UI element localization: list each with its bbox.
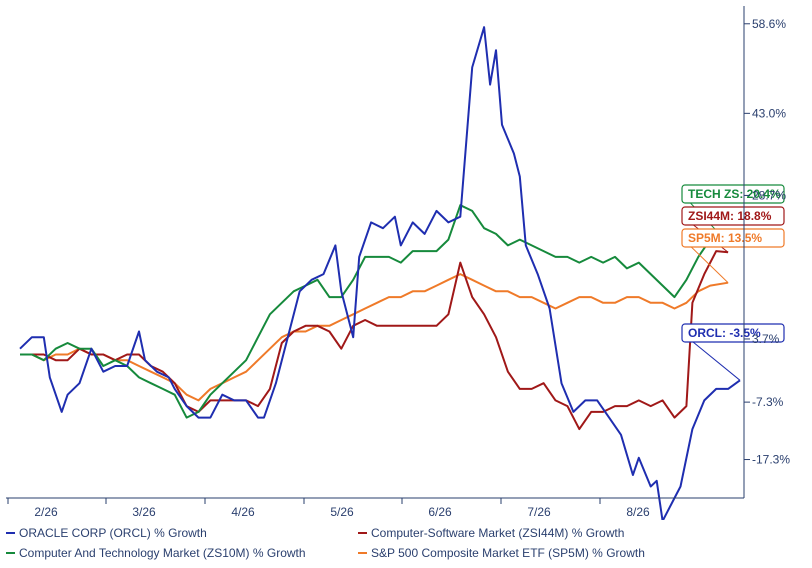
legend-label-sp5m: S&P 500 Composite Market ETF (SP5M) % Gr… xyxy=(371,546,645,560)
end-label-zs10m: TECH ZS: 20.4% xyxy=(688,187,781,201)
x-tick-label: 6/26 xyxy=(428,505,452,519)
legend-label-orcl: ORACLE CORP (ORCL) % Growth xyxy=(19,526,207,540)
x-tick-label: 5/26 xyxy=(330,505,354,519)
legend-label-zs10m: Computer And Technology Market (ZS10M) %… xyxy=(19,546,306,560)
y-tick-label: 28.7% xyxy=(752,188,786,202)
x-tick-label: 4/26 xyxy=(231,505,255,519)
end-label-box-orcl xyxy=(681,323,785,343)
x-tick-label: 7/26 xyxy=(527,505,551,519)
end-label-sp5m: SP5M: 13.5% xyxy=(688,231,762,245)
legend-swatch-sp5m xyxy=(358,552,367,554)
x-tick-label: 3/26 xyxy=(132,505,156,519)
x-tick-label: 8/26 xyxy=(626,505,650,519)
y-tick-label: 3.7% xyxy=(752,332,780,346)
end-label-orcl: ORCL: -3.5% xyxy=(688,326,761,340)
legend-item-zs10m: Computer And Technology Market (ZS10M) %… xyxy=(6,546,306,560)
series-layer xyxy=(19,26,741,520)
legend-swatch-zsi44m xyxy=(358,532,367,534)
x-axis-ticks: 2/26 3/26 4/26 5/26 6/26 7/26 8/26 xyxy=(7,498,650,519)
end-labels: TECH ZS: 20.4% ZSI44M: 18.8% SP5M: 13.5% OR… xyxy=(681,184,785,381)
y-tick-label: 58.6% xyxy=(752,17,786,31)
y-tick-label: 43.0% xyxy=(752,106,786,120)
y-tick-label: -7.3% xyxy=(752,395,784,409)
end-label-zsi44m: ZSI44M: 18.8% xyxy=(688,209,772,223)
series-line-zs10m xyxy=(20,204,729,419)
legend: ORACLE CORP (ORCL) % Growth Computer-Sof… xyxy=(0,522,812,568)
end-label-box-sp5m xyxy=(681,228,785,248)
legend-item-zsi44m: Computer-Software Market (ZSI44M) % Grow… xyxy=(358,526,624,540)
end-label-box-zsi44m xyxy=(681,206,785,226)
series-line-sp5m xyxy=(20,273,729,402)
legend-label-zsi44m: Computer-Software Market (ZSI44M) % Grow… xyxy=(371,526,625,540)
end-label-box-zs10m xyxy=(681,184,785,204)
legend-item-orcl: ORACLE CORP (ORCL) % Growth xyxy=(6,526,207,540)
x-tick-label: 2/26 xyxy=(34,505,58,519)
y-axis-ticks: 58.6% 43.0% 28.7% 3.7% -7.3% -17.3% xyxy=(744,17,790,467)
series-line-orcl xyxy=(19,26,741,520)
legend-swatch-orcl xyxy=(6,532,15,534)
series-line-zsi44m xyxy=(20,250,729,431)
legend-item-sp5m: S&P 500 Composite Market ETF (SP5M) % Gr… xyxy=(358,546,645,560)
y-tick-label: -17.3% xyxy=(752,453,790,467)
plot-background xyxy=(0,0,812,520)
legend-swatch-zs10m xyxy=(6,552,15,554)
line-chart: TECH ZS: 20.4% ZSI44M: 18.8% SP5M: 13.5% OR… xyxy=(0,0,812,520)
